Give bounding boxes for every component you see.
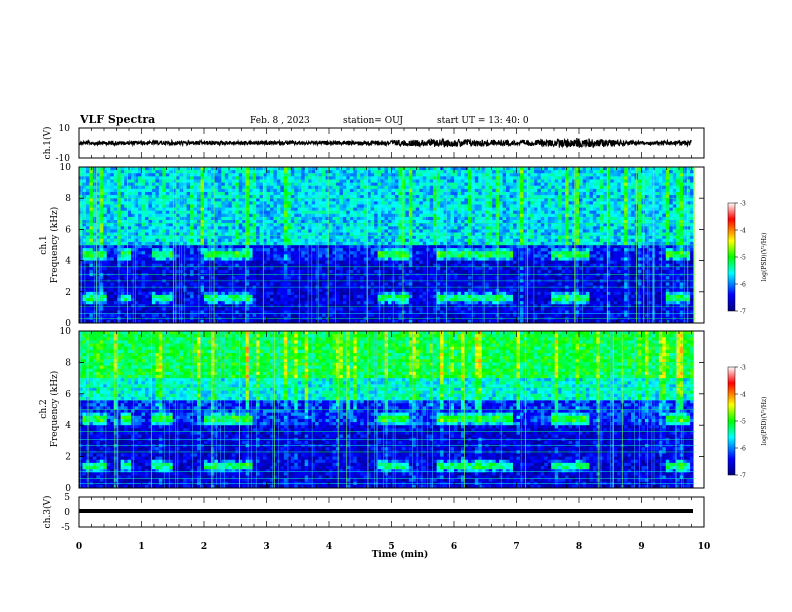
time-axis-ticks [78,128,705,527]
colorbar-tick--3: -3 [740,365,746,372]
date-label: Feb. 8 , 2023 [250,116,310,126]
ytick-label-4: 4 [65,257,71,267]
time-axis-labels: 0 1 2 3 4 5 6 7 8 9 10 [76,542,710,552]
ytick-label-8: 8 [65,358,71,368]
ch3-waveform-ytick-mid: 0 [64,508,70,518]
ch1-colorbar-label: log(PSD)(V²/Hz) [761,233,768,282]
xtick-label-6: 6 [451,542,457,552]
colorbar-tick--7: -7 [740,309,746,316]
colorbar-tick--5: -5 [740,419,746,426]
ch1-waveform-line [78,137,692,149]
ch1-spectrogram-ylabel-channel: ch.1 [39,235,49,254]
xtick-label-0: 0 [76,542,82,552]
xtick-label-3: 3 [263,542,269,552]
ch2-colorbar [727,366,736,476]
ch2-spectrogram-ylabel-channel: ch.2 [39,399,49,418]
colorbar-tick--4: -4 [740,228,746,235]
ytick-label-0: 0 [65,484,71,494]
ch1-spectrogram-image [79,167,704,323]
ch1-waveform-ytick-bottom: -10 [56,154,71,164]
xtick-label-5: 5 [388,542,394,552]
start-time-label: start UT = 13: 40: 0 [437,116,529,126]
xtick-label-7: 7 [513,542,519,552]
colorbar-tick--6: -6 [740,282,746,289]
colorbar-tick--3: -3 [740,201,746,208]
colorbar-tick--4: -4 [740,392,746,399]
time-axis-label: Time (min) [372,549,429,560]
ytick-label-8: 8 [65,194,71,204]
ch1-waveform-ylabel: ch.1(V) [42,127,53,160]
ch2-spectrogram-ylabel-freq: Frequency (kHz) [49,371,60,448]
xtick-label-10: 10 [698,542,711,552]
xtick-label-9: 9 [638,542,644,552]
xtick-label-8: 8 [576,542,582,552]
ch1-colorbar [727,202,736,312]
xtick-label-2: 2 [201,542,207,552]
figure-title: VLF Spectra [79,113,155,126]
ytick-label-2: 2 [65,453,71,463]
ytick-label-4: 4 [65,421,71,431]
ch3-waveform-ytick-top: 5 [64,493,70,503]
ytick-label-6: 6 [65,390,71,400]
ch2-colorbar-label: log(PSD)(V²/Hz) [761,397,768,446]
ytick-label-2: 2 [65,288,71,298]
ch1-waveform-trace [78,137,692,149]
ch3-waveform-ytick-bottom: -5 [61,523,70,533]
ytick-label-10: 10 [60,163,72,173]
ch1-waveform-ytick-top: 10 [59,124,71,134]
colorbar-tick--6: -6 [740,446,746,453]
ch3-waveform-ylabel: ch.3(V) [42,496,53,529]
ch1-spectrogram-ylabel-freq: Frequency (kHz) [49,207,60,284]
ch3-waveform-trace [79,509,693,513]
ytick-label-10: 10 [60,327,72,337]
xtick-label-1: 1 [138,542,144,552]
colorbar-tick--7: -7 [740,473,746,480]
ytick-label-6: 6 [65,225,71,235]
ytick-label-0: 0 [65,319,71,329]
station-label: station= OUJ [343,116,403,126]
xtick-label-4: 4 [326,542,332,552]
ch2-spectrogram-image [79,331,704,488]
colorbar-tick--5: -5 [740,255,746,262]
